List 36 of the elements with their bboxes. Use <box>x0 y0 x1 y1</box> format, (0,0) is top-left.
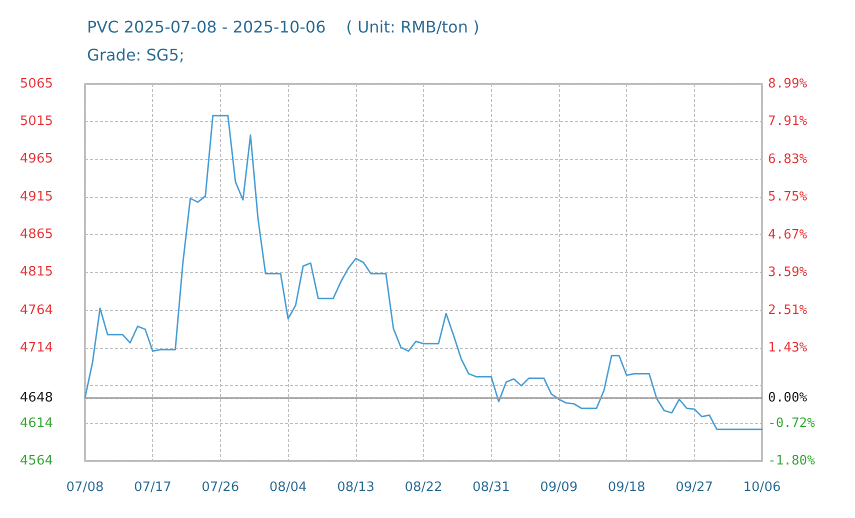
y-tick-label: 4764 <box>20 303 53 318</box>
y2-tick-label: 7.91% <box>768 114 808 130</box>
x-tick-label: 09/27 <box>676 480 714 495</box>
y-tick-label: 4564 <box>20 454 53 468</box>
x-tick-label: 09/09 <box>540 480 578 495</box>
y-tick-label: 5015 <box>20 114 53 130</box>
y-tick-label: 4648 <box>20 390 53 406</box>
y2-tick-label: 3.59% <box>768 265 808 280</box>
y2-tick-label: 4.67% <box>768 227 808 242</box>
y-tick-label: 5065 <box>20 76 53 92</box>
x-tick-label: 08/04 <box>269 480 307 495</box>
y2-tick-label: 5.75% <box>768 190 808 205</box>
y-tick-label: 4915 <box>20 189 53 204</box>
y2-tick-label: 0.00% <box>768 390 808 406</box>
y2-tick-label: 1.43% <box>768 340 808 356</box>
y2-tick-label: -1.80% <box>768 454 816 468</box>
x-tick-label: 09/18 <box>608 480 646 495</box>
line-series <box>84 114 763 430</box>
x-tick-label: 07/08 <box>66 480 104 495</box>
y-tick-label: 4614 <box>20 416 53 431</box>
x-tick-label: 08/31 <box>472 480 510 495</box>
y2-tick-label: 6.83% <box>768 152 808 167</box>
y-tick-label: 4865 <box>20 227 53 242</box>
x-tick-label: 07/17 <box>134 480 172 495</box>
x-tick-label: 07/26 <box>202 480 240 495</box>
x-tick-label: 08/13 <box>337 480 375 495</box>
x-tick-label: 08/22 <box>404 480 442 495</box>
x-tick-label: 10/06 <box>743 480 781 495</box>
y2-tick-label: 8.99% <box>768 76 808 92</box>
y-tick-label: 4714 <box>20 340 53 356</box>
y2-tick-label: 2.51% <box>768 302 808 318</box>
chart-subtitle: Grade: SG5; <box>87 46 184 64</box>
y-tick-label: 4815 <box>20 264 53 280</box>
y2-tick-label: -0.72% <box>768 416 816 431</box>
y-tick-label: 4965 <box>20 152 53 167</box>
chart-title: PVC 2025-07-08 - 2025-10-06 ( Unit: RMB/ton ) <box>87 18 480 36</box>
